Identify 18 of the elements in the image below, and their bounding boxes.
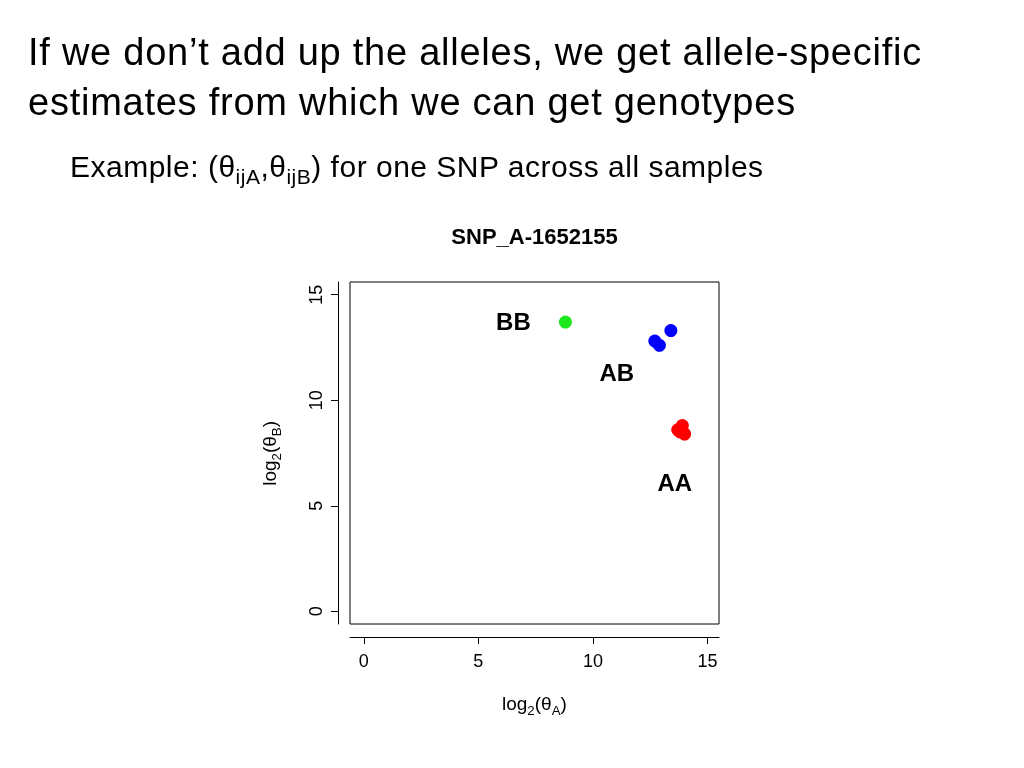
point	[652, 338, 666, 352]
x-tick-label: 0	[358, 651, 369, 671]
series-label: AB	[599, 359, 635, 387]
x-tick-label: 5	[473, 651, 484, 671]
text: SNP_A-1652155	[451, 223, 618, 249]
x-tick-label: 10	[582, 651, 603, 671]
x-axis-title: log$_{2}$(θ$_{A}$)	[502, 693, 567, 718]
y-tick-label: 5	[306, 500, 326, 511]
point	[664, 324, 678, 338]
chart-title: If we don’t add up the alleles, we get allele-specific estimates from which we can get genotypes	[28, 30, 923, 125]
x-tick-label: 15	[697, 651, 718, 671]
y-tick-label: 0	[306, 606, 326, 617]
chart-subtitle: Example: (θ$_{ijA}$,θ$_{ijB}$) for one SNP across all samples	[70, 150, 764, 189]
series-label: AA	[657, 469, 693, 497]
y-tick-label: 10	[306, 390, 326, 411]
y-tick-label: 15	[306, 284, 326, 305]
series-label: BB	[496, 307, 531, 335]
point	[558, 315, 572, 329]
